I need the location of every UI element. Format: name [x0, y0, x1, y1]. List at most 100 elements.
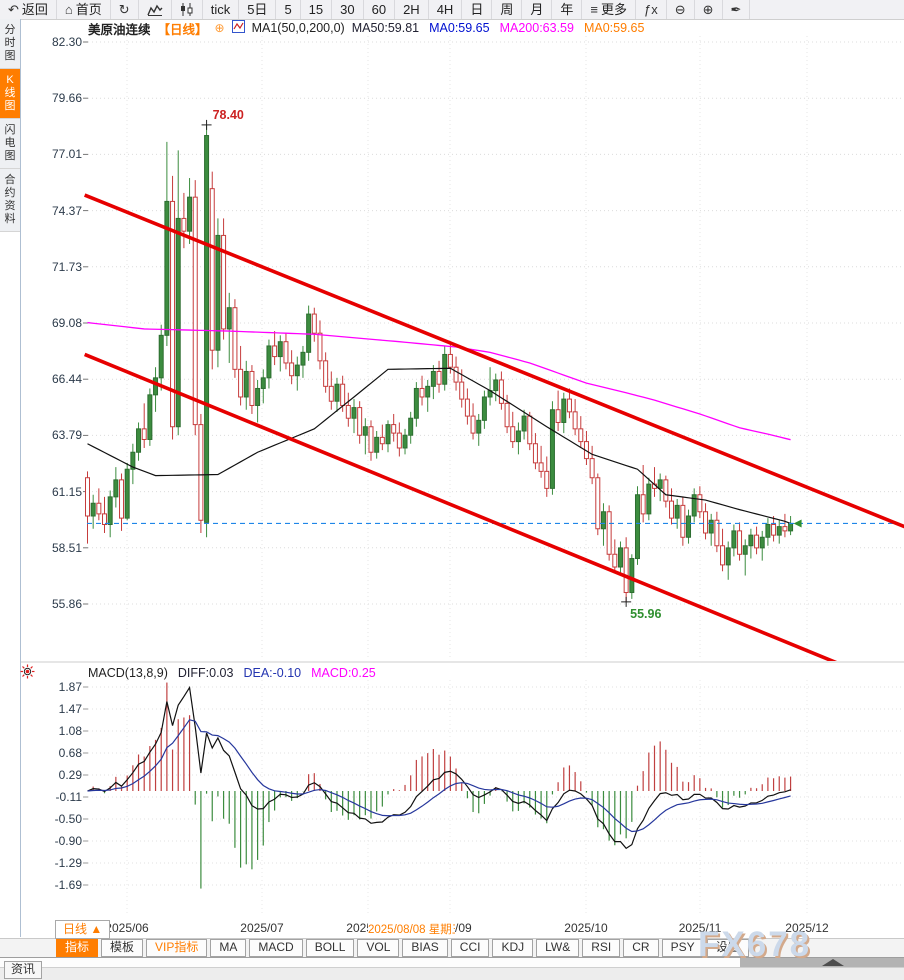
toolbar-label: 30: [340, 2, 355, 17]
tab-PSY[interactable]: PSY: [661, 939, 704, 957]
candle: [572, 411, 578, 430]
refresh-button[interactable]: ↻: [111, 0, 139, 19]
candle: [362, 426, 368, 436]
price-annotation: 55.96: [630, 607, 661, 621]
tab-BIAS[interactable]: BIAS: [402, 939, 448, 957]
candle: [187, 196, 193, 232]
interval-button-60[interactable]: 60: [364, 0, 396, 19]
tab-news[interactable]: 资讯: [4, 961, 43, 979]
interval-button-年[interactable]: 年: [552, 0, 583, 19]
period-dropdown-button[interactable]: 日线 ▲: [55, 920, 111, 939]
scrollbar-arrow-icon[interactable]: [822, 959, 844, 966]
fx-icon: ƒx: [644, 2, 658, 17]
dea-line: [87, 719, 791, 833]
ma-values: MA50:59.81 MA0:59.65 MA200:63.59 MA0:59.65: [352, 21, 645, 35]
bottom-strip: [0, 966, 904, 980]
candle: [85, 477, 90, 517]
sidebar-item-分时图[interactable]: 分时图: [0, 19, 20, 69]
macd-axis-label: 0.68: [58, 746, 82, 760]
sidebar-item-合约资料[interactable]: 合约资料: [0, 169, 20, 232]
candle: [634, 494, 640, 560]
zoom-in-button[interactable]: ⊕: [695, 0, 723, 19]
tab-CR[interactable]: CR: [623, 939, 659, 957]
price-axis-label: 79.66: [51, 91, 82, 106]
tab-LW&[interactable]: LW&: [536, 939, 580, 957]
indicator-value: DEA:-0.10: [243, 666, 302, 680]
toolbar-label: 60: [371, 2, 387, 17]
candle: [289, 362, 295, 377]
price-axis-label: 61.15: [51, 484, 82, 499]
tab-模板[interactable]: 模板: [101, 939, 144, 957]
home-button[interactable]: ⌂ 首页: [57, 0, 111, 19]
tab-CCI[interactable]: CCI: [450, 939, 490, 957]
candle: [113, 479, 119, 498]
indicator-value: MACD:0.25: [311, 666, 376, 680]
candle: [595, 477, 601, 530]
ma-settings: MA1(50,0,200,0): [251, 21, 345, 35]
tab-MACD[interactable]: MACD: [249, 939, 303, 957]
candle: [725, 547, 731, 566]
scrollbar-thumb[interactable]: [740, 958, 904, 967]
chart-scrollbar[interactable]: [0, 957, 904, 968]
candle: [640, 494, 646, 515]
candle: [175, 217, 181, 428]
candle: [306, 313, 312, 353]
price-axis-label: 74.37: [51, 203, 82, 218]
candle: [209, 188, 215, 351]
indicator-settings-icon[interactable]: [20, 664, 35, 684]
tab-KDJ[interactable]: KDJ: [492, 939, 534, 957]
interval-button-周[interactable]: 周: [492, 0, 523, 19]
tab-MA[interactable]: MA: [210, 939, 247, 957]
candle: [527, 415, 533, 445]
candle: [731, 530, 737, 549]
candle: [192, 196, 198, 426]
interval-button-5[interactable]: 5: [276, 0, 301, 19]
candle: [345, 404, 351, 419]
tab-指标[interactable]: 指标: [56, 939, 99, 957]
macd-axis-label: 0.29: [58, 768, 82, 782]
channel-trendline[interactable]: [83, 352, 842, 664]
interval-button-4H[interactable]: 4H: [429, 0, 463, 19]
tab-VOL[interactable]: VOL: [357, 939, 400, 957]
interval-button-月[interactable]: 月: [522, 0, 553, 19]
back-arrow-button[interactable]: ↶ 返回: [0, 0, 57, 19]
candle: [107, 496, 113, 526]
pencil-button[interactable]: ✒: [723, 0, 751, 19]
candle: [470, 415, 476, 434]
area-chart-icon: [147, 4, 163, 16]
interval-button-日[interactable]: 日: [462, 0, 493, 19]
fx-button[interactable]: ƒx: [636, 0, 667, 19]
interval-button-tick[interactable]: tick: [203, 0, 240, 19]
interval-button-5日[interactable]: 5日: [239, 0, 277, 19]
candle: [300, 351, 306, 366]
channel-trendline[interactable]: [83, 193, 904, 529]
candle: [96, 502, 102, 515]
tab-设置[interactable]: 设置: [706, 939, 749, 957]
zoom-out-button[interactable]: ⊖: [667, 0, 695, 19]
interval-button-15[interactable]: 15: [301, 0, 333, 19]
area-chart-button[interactable]: [139, 0, 172, 19]
price-axis-label: 69.08: [51, 316, 82, 330]
candle: [90, 502, 96, 517]
toolbar-label: 首页: [75, 2, 102, 17]
menu-button[interactable]: ≡ 更多: [582, 0, 636, 19]
interval-button-2H[interactable]: 2H: [395, 0, 429, 19]
candle: [391, 424, 397, 434]
toolbar-label: 日: [470, 2, 484, 17]
candle: [277, 341, 283, 358]
tab-VIP指标[interactable]: VIP指标: [146, 939, 208, 957]
tab-BOLL[interactable]: BOLL: [305, 939, 355, 957]
toolbar-label: 更多: [600, 2, 627, 17]
price-axis-label: 66.44: [51, 372, 82, 387]
interval-button-30[interactable]: 30: [332, 0, 364, 19]
tab-RSI[interactable]: RSI: [582, 939, 621, 957]
add-circle-icon[interactable]: ⊕: [214, 21, 225, 35]
sidebar-item-闪电图[interactable]: 闪电图: [0, 119, 20, 169]
candle: [436, 370, 442, 385]
candle: [532, 443, 538, 464]
macd-values: DIFF:0.03 DEA:-0.10 MACD:0.25: [178, 666, 376, 680]
candles-button[interactable]: [172, 0, 203, 19]
